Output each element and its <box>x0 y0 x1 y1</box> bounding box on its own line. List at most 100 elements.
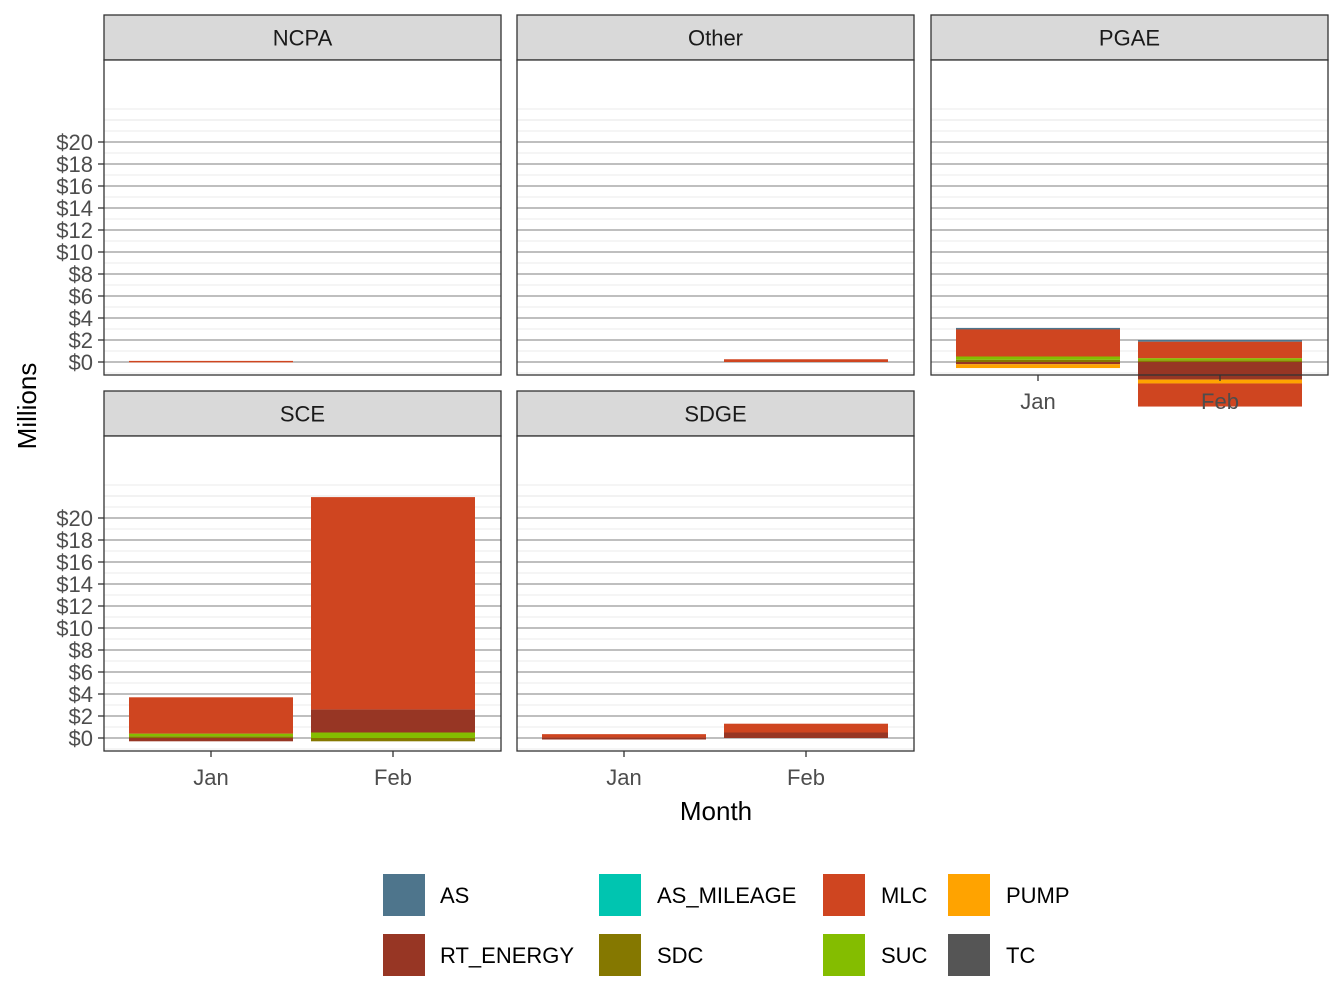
y-tick-label: $18 <box>56 152 93 177</box>
legend-item-tc: TC <box>948 934 1035 976</box>
legend-label: TC <box>1006 943 1035 968</box>
y-tick-label: $6 <box>69 284 93 309</box>
bar-segment-other-feb-mlc <box>724 359 888 362</box>
x-tick-label: Feb <box>787 765 825 790</box>
bar-segment-pgae-feb-sdc <box>1138 360 1302 362</box>
y-tick-label: $18 <box>56 528 93 553</box>
legend-label: AS_MILEAGE <box>657 883 796 908</box>
legend-item-as-mileage: AS_MILEAGE <box>599 874 796 916</box>
bar-segment-pgae-jan-rt-energy <box>956 362 1120 365</box>
y-tick-label: $2 <box>69 328 93 353</box>
legend-item-pump: PUMP <box>948 874 1070 916</box>
y-tick-label: $2 <box>69 704 93 729</box>
legend-swatch <box>823 874 865 916</box>
legend-swatch <box>599 934 641 976</box>
y-tick-label: $8 <box>69 262 93 287</box>
legend-item-mlc: MLC <box>823 874 928 916</box>
legend-swatch <box>599 874 641 916</box>
panel-border <box>103 59 502 376</box>
strip-label-other: Other <box>688 26 743 51</box>
bar-segment-pgae-feb-mlc <box>1138 383 1302 407</box>
y-tick-label: $10 <box>56 616 93 641</box>
y-tick-label: $14 <box>56 196 93 221</box>
y-axis-title: Millions <box>12 363 42 450</box>
legend-item-sdc: SDC <box>599 934 704 976</box>
panel-background <box>517 436 914 751</box>
strip-label-sce: SCE <box>280 402 325 427</box>
bar-segment-pgae-feb-mlc <box>1138 341 1302 359</box>
bar-segment-pgae-jan-suc <box>956 356 1120 360</box>
legend: AS AS_MILEAGE MLC PUMP RT_ENERGY SDC SUC TC <box>383 874 1070 976</box>
y-tick-label: $20 <box>56 506 93 531</box>
legend-label: SUC <box>881 943 928 968</box>
x-tick-label: Feb <box>1201 389 1239 414</box>
y-tick-label: $12 <box>56 594 93 619</box>
legend-label: RT_ENERGY <box>440 943 574 968</box>
bar-segment-sce-jan-rt-energy <box>129 738 293 742</box>
panel-border <box>516 435 915 752</box>
panel-border <box>930 59 1329 376</box>
legend-swatch <box>383 934 425 976</box>
bar-segment-sdge-feb-rt-energy <box>724 732 888 738</box>
y-tick-label: $14 <box>56 572 93 597</box>
bar-segment-sce-feb-sdc <box>311 738 475 742</box>
legend-swatch <box>823 934 865 976</box>
bar-segment-pgae-feb-as <box>1138 340 1302 342</box>
facet-other: Other <box>516 14 915 376</box>
panel-background <box>104 60 501 375</box>
legend-label: PUMP <box>1006 883 1070 908</box>
y-tick-label: $0 <box>69 726 93 751</box>
strip-sdge <box>516 390 915 437</box>
bar-segment-sce-feb-suc <box>311 732 475 738</box>
y-tick-label: $10 <box>56 240 93 265</box>
y-tick-label: $0 <box>69 350 93 375</box>
legend-item-suc: SUC <box>823 934 928 976</box>
bar-segment-sce-jan-mlc <box>129 697 293 734</box>
legend-swatch <box>948 874 990 916</box>
bar-segment-sdge-jan-mlc <box>542 734 706 738</box>
x-tick-label: Jan <box>606 765 641 790</box>
bar-segment-ncpa-jan-mlc <box>129 360 293 363</box>
panel-background <box>931 60 1328 375</box>
y-tick-label: $12 <box>56 218 93 243</box>
legend-item-as: AS <box>383 874 469 916</box>
strip-label-ncpa: NCPA <box>273 26 333 51</box>
facet-sce: SCE $0$2$4$6$8$10$12$14$16$18$20 Jan Feb <box>56 390 502 790</box>
strip-label-sdge: SDGE <box>684 402 746 427</box>
y-tick-label: $20 <box>56 130 93 155</box>
bar-segment-sce-feb-mlc <box>311 497 475 710</box>
legend-swatch <box>383 874 425 916</box>
bar-segment-pgae-jan-as <box>956 327 1120 330</box>
strip-pgae <box>930 14 1329 61</box>
bar-segment-sce-jan-sdc <box>129 736 293 738</box>
y-tick-label: $4 <box>69 682 93 707</box>
bar-segment-sce-jan-suc <box>129 733 293 737</box>
bar-segment-pgae-feb-pump <box>1138 379 1302 384</box>
legend-label: MLC <box>881 883 928 908</box>
facet-pgae: PGAE Jan Feb <box>930 14 1329 414</box>
facet-ncpa: NCPA $0$2$4$6$8$10$12$14$16$18$20 <box>56 14 502 376</box>
x-axis-title: Month <box>680 796 752 826</box>
bar-segment-sdge-feb-mlc <box>724 723 888 733</box>
bar-segment-pgae-jan-mlc <box>956 329 1120 357</box>
y-tick-label: $8 <box>69 638 93 663</box>
bar-segment-pgae-jan-pump <box>956 364 1120 369</box>
bar-segment-pgae-jan-sdc <box>956 359 1120 362</box>
legend-swatch <box>948 934 990 976</box>
y-tick-label: $16 <box>56 174 93 199</box>
bar-segment-sdge-jan-rt-energy <box>542 738 706 740</box>
panel-border <box>516 59 915 376</box>
legend-label: AS <box>440 883 469 908</box>
y-tick-label: $6 <box>69 660 93 685</box>
panel-border <box>103 435 502 752</box>
bar-segment-pgae-feb-suc <box>1138 358 1302 361</box>
legend-label: SDC <box>657 943 704 968</box>
strip-label-pgae: PGAE <box>1099 26 1160 51</box>
y-tick-label: $16 <box>56 550 93 575</box>
strip-ncpa <box>103 14 502 61</box>
strip-sce <box>103 390 502 437</box>
panel-background <box>517 60 914 375</box>
y-tick-label: $4 <box>69 306 93 331</box>
